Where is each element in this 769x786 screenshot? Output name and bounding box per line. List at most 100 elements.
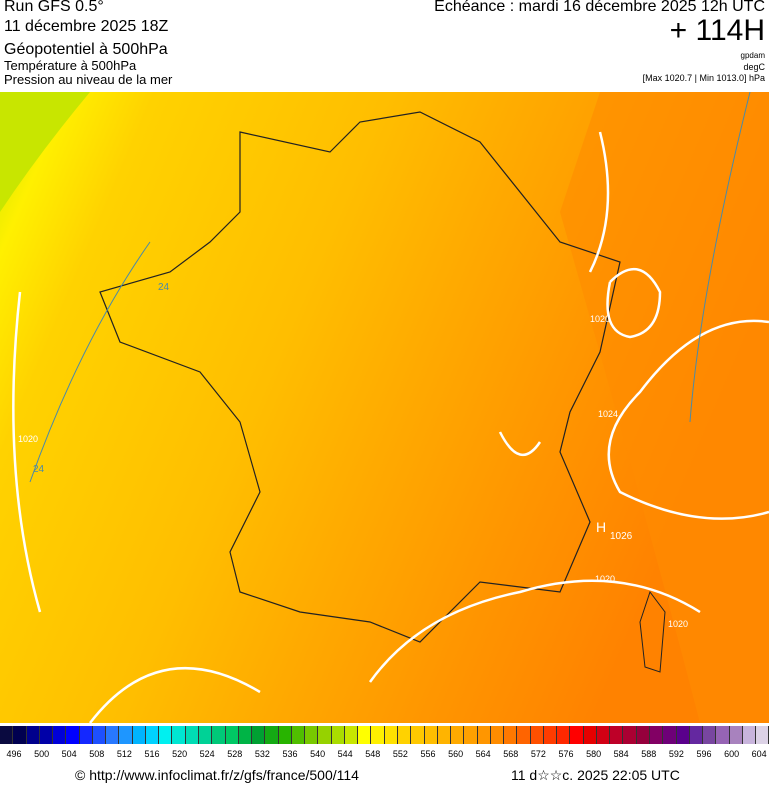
scale-label: 588 xyxy=(641,749,657,759)
color-swatch xyxy=(344,726,359,744)
scale-label: 516 xyxy=(144,749,160,759)
color-swatch xyxy=(159,726,173,744)
field-pressure: Pression au niveau de la mer xyxy=(4,72,173,87)
forecast-valid-time: Echéance : mardi 16 décembre 2025 12h UT… xyxy=(434,0,765,15)
color-swatch xyxy=(543,726,558,744)
scale-label: 540 xyxy=(310,749,326,759)
contour-label: 24 xyxy=(158,282,170,293)
isobar xyxy=(498,431,542,457)
source-url[interactable]: © http://www.infoclimat.fr/z/gfs/france/… xyxy=(75,767,359,783)
isobar xyxy=(368,579,701,683)
color-swatch xyxy=(570,726,584,744)
isotherm xyxy=(689,92,751,423)
scale-label: 572 xyxy=(530,749,546,759)
scale-label: 508 xyxy=(89,749,105,759)
field-temperature: Température à 500hPa xyxy=(4,58,137,73)
lead-time: + 114H xyxy=(669,14,765,47)
color-swatch xyxy=(318,726,332,744)
color-swatch xyxy=(291,726,306,744)
color-swatch xyxy=(305,726,319,744)
color-swatch xyxy=(265,726,279,744)
color-swatch xyxy=(13,726,27,744)
color-swatch xyxy=(411,726,425,744)
scale-label: 596 xyxy=(696,749,712,759)
scale-label: 592 xyxy=(668,749,684,759)
scale-label: 536 xyxy=(282,749,298,759)
color-swatch xyxy=(79,726,93,744)
color-swatch xyxy=(0,726,14,744)
isotherm xyxy=(29,241,151,483)
color-swatch xyxy=(477,726,491,744)
color-swatch xyxy=(358,726,372,744)
scale-label: 584 xyxy=(613,749,629,759)
contour-label: 1020 xyxy=(595,574,615,584)
color-swatch xyxy=(583,726,597,744)
scale-label: 604 xyxy=(751,749,767,759)
color-swatch xyxy=(610,726,624,744)
color-swatch xyxy=(185,726,199,744)
field-geopotential: Géopotentiel à 500hPa xyxy=(4,41,168,58)
scale-label: 568 xyxy=(503,749,519,759)
color-swatch xyxy=(716,726,730,744)
france-outline xyxy=(99,111,621,643)
color-swatch xyxy=(225,726,239,744)
color-swatch xyxy=(424,726,438,744)
color-swatch xyxy=(663,726,677,744)
contour-label: 1020 xyxy=(18,434,38,444)
color-swatch xyxy=(53,726,67,744)
color-swatch xyxy=(384,726,398,744)
isobar xyxy=(12,291,42,613)
contour-label: 1020 xyxy=(590,314,610,324)
contour-label: 1024 xyxy=(598,409,618,419)
isobar xyxy=(606,267,662,339)
color-swatch xyxy=(703,726,717,744)
scale-label: 532 xyxy=(254,749,270,759)
contour-label: 1020 xyxy=(668,619,688,629)
unit-temperature: degC xyxy=(743,62,765,72)
scale-label: 512 xyxy=(116,749,132,759)
color-swatch xyxy=(212,726,226,744)
color-scale xyxy=(0,726,769,744)
color-swatch xyxy=(106,726,120,744)
color-swatch xyxy=(530,726,544,744)
color-swatch xyxy=(742,726,757,744)
color-swatch xyxy=(596,726,611,744)
scale-label: 544 xyxy=(337,749,353,759)
scale-label: 520 xyxy=(172,749,188,759)
scale-label: 548 xyxy=(365,749,381,759)
scale-label: 524 xyxy=(199,749,215,759)
generation-time: 11 d☆☆c. 2025 22:05 UTC xyxy=(511,767,680,783)
color-swatch xyxy=(66,726,80,744)
isobar xyxy=(607,319,769,520)
contour-label: 1026 xyxy=(610,531,633,542)
color-swatch xyxy=(252,726,266,744)
low-geopotential-zone xyxy=(0,92,90,212)
weather-map: 24 24 1020 1020 1024 1026 1020 1020 H xyxy=(0,92,769,723)
color-swatch xyxy=(119,726,133,744)
scale-label: 496 xyxy=(6,749,22,759)
color-swatch xyxy=(278,726,292,744)
scale-label: 580 xyxy=(586,749,602,759)
color-swatch xyxy=(198,726,213,744)
color-swatch xyxy=(517,726,531,744)
scale-label: 564 xyxy=(475,749,491,759)
isobar xyxy=(588,131,610,273)
color-swatch xyxy=(676,726,690,744)
scale-label: 552 xyxy=(392,749,408,759)
color-swatch xyxy=(650,726,664,744)
color-swatch xyxy=(145,726,160,744)
scale-label: 576 xyxy=(558,749,574,759)
run-date: 11 décembre 2025 18Z xyxy=(4,18,169,35)
color-swatch xyxy=(397,726,412,744)
isobar xyxy=(89,666,261,723)
unit-pressure-range: [Max 1020.7 | Min 1013.0] hPa xyxy=(642,73,765,83)
color-swatch xyxy=(92,726,107,744)
color-swatch xyxy=(132,726,146,744)
contour-label: 24 xyxy=(33,464,45,475)
color-swatch xyxy=(689,726,704,744)
color-swatch xyxy=(729,726,743,744)
color-swatch xyxy=(331,726,345,744)
scale-label: 600 xyxy=(724,749,740,759)
color-swatch xyxy=(490,726,505,744)
